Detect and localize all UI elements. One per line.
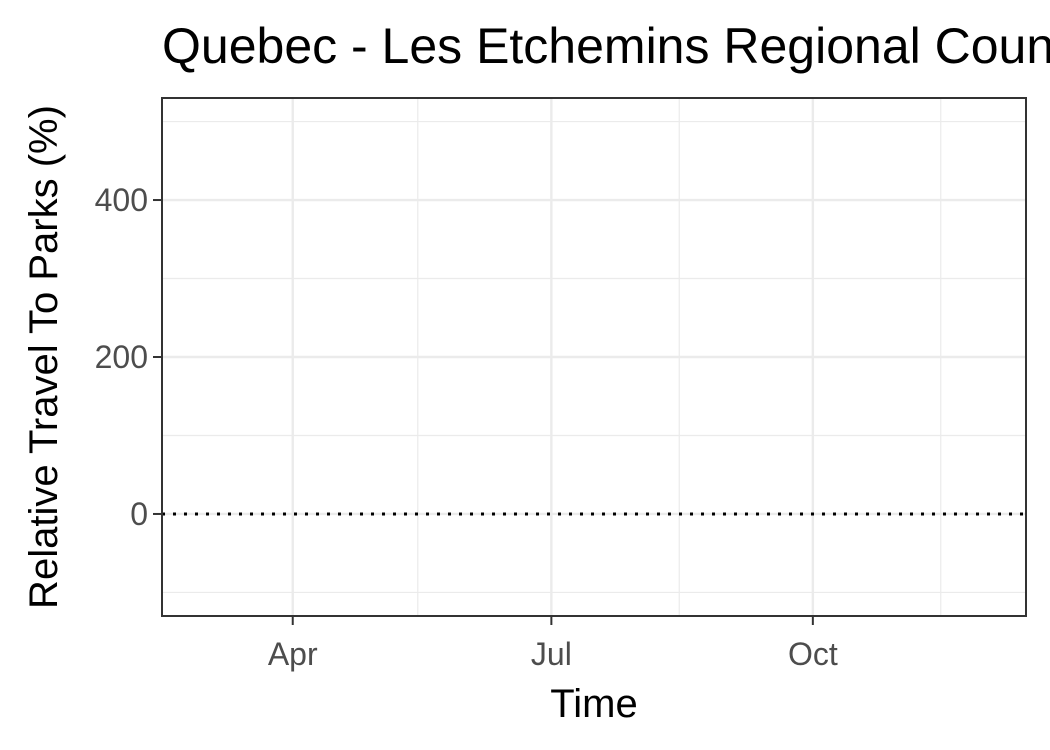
- x-tick-label: Apr: [268, 636, 318, 672]
- chart-title: Quebec - Les Etchemins Regional County M…: [162, 18, 1050, 74]
- x-tick-label: Jul: [531, 636, 572, 672]
- y-tick-label: 400: [95, 182, 148, 218]
- y-tick-label: 200: [95, 339, 148, 375]
- x-tick-label: Oct: [788, 636, 838, 672]
- x-axis-title: Time: [550, 682, 637, 726]
- y-tick-label: 0: [130, 496, 148, 532]
- y-axis-title: Relative Travel To Parks (%): [22, 105, 66, 609]
- x-axis-ticks: Apr Jul Oct: [268, 616, 838, 672]
- y-axis-ticks: 0 200 400: [95, 182, 162, 532]
